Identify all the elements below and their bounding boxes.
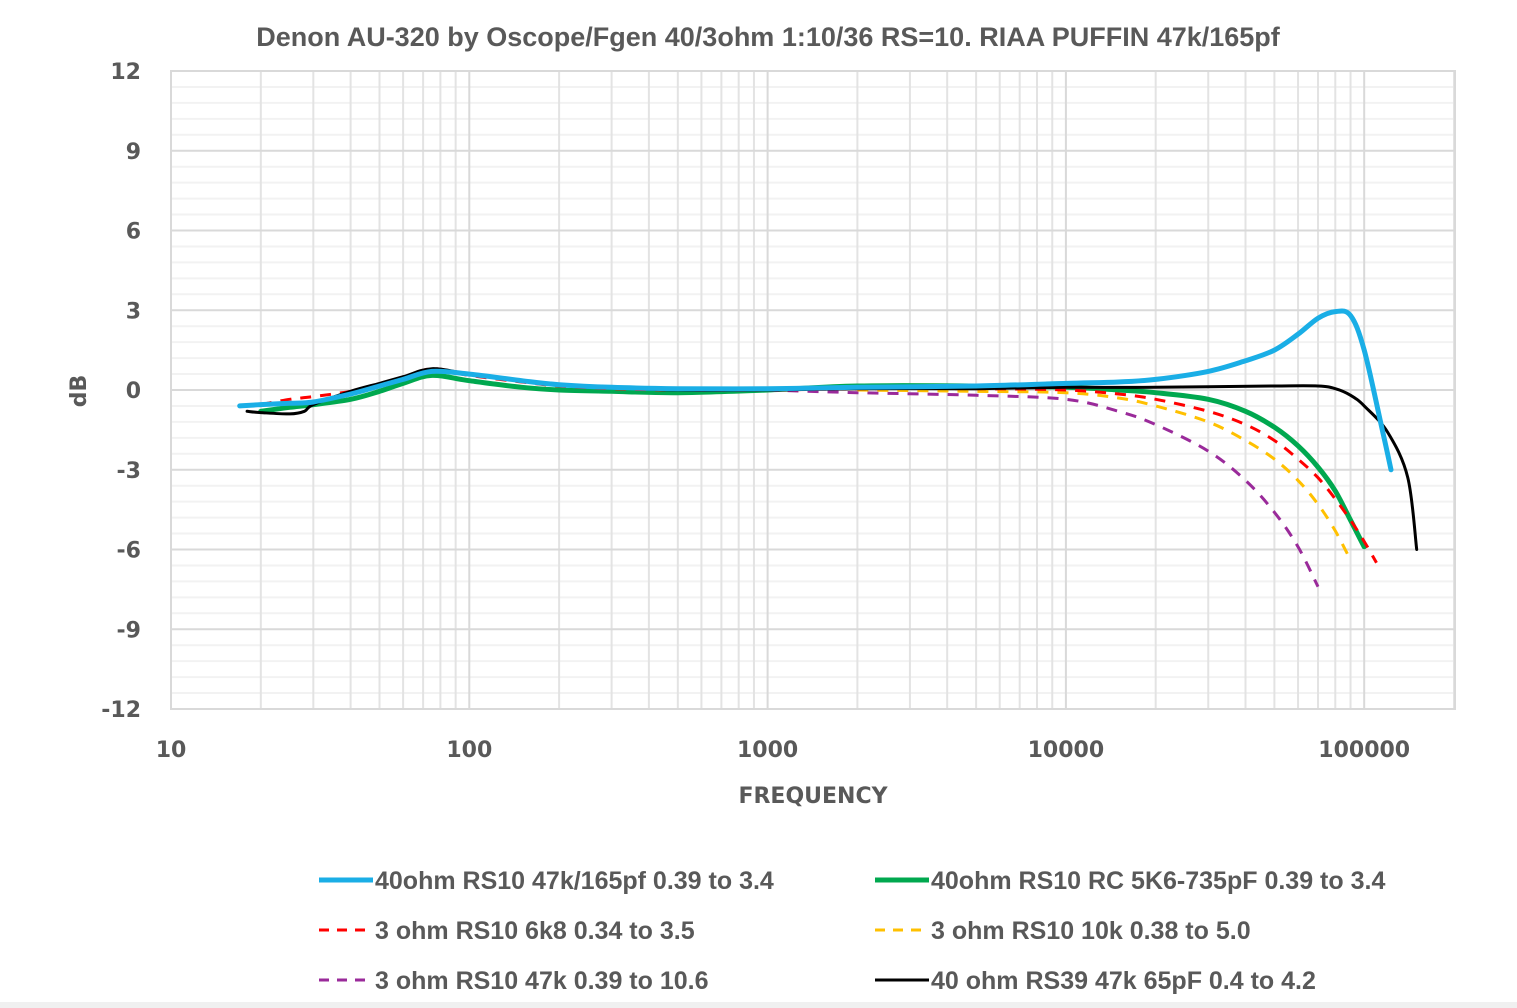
y-tick-label: -3 (117, 459, 141, 484)
legend: 40ohm RS10 47k/165pf 0.39 to 3.4 40ohm RS… (319, 867, 1385, 995)
y-tick-label: 6 (126, 220, 141, 245)
legend-item: 3 ohm RS10 47k 0.39 to 10.6 (319, 967, 709, 995)
x-tick-label: 100 (446, 738, 492, 763)
y-tick-label: -6 (117, 539, 141, 564)
x-tick-labels: 10 100 1000 10000 100000 (156, 738, 1410, 763)
x-tick-label: 100000 (1318, 738, 1410, 763)
legend-item: 3 ohm RS10 10k 0.38 to 5.0 (875, 917, 1251, 945)
legend-item: 3 ohm RS10 6k8 0.34 to 3.5 (319, 917, 695, 945)
series-line-4 (857, 388, 1352, 561)
legend-label: 3 ohm RS10 10k 0.38 to 5.0 (931, 917, 1251, 945)
legend-label: 40ohm RS10 RC 5K6-735pF 0.39 to 3.4 (931, 867, 1385, 895)
legend-label: 3 ohm RS10 47k 0.39 to 10.6 (375, 967, 709, 995)
y-tick-label: 9 (126, 140, 141, 165)
legend-item: 40 ohm RS39 47k 65pF 0.4 to 4.2 (875, 967, 1316, 995)
legend-item: 40ohm RS10 47k/165pf 0.39 to 3.4 (319, 867, 774, 895)
y-tick-labels: 12 9 6 3 0 -3 -6 -9 -12 (101, 60, 141, 723)
x-axis-label: FREQUENCY (738, 784, 888, 809)
series-line-5 (767, 388, 1320, 588)
y-tick-label: -12 (101, 698, 141, 723)
y-axis-label: dB (67, 375, 92, 408)
legend-label: 3 ohm RS10 6k8 0.34 to 3.5 (375, 917, 695, 945)
y-tick-label: 12 (110, 60, 141, 85)
x-tick-label: 10000 (1028, 738, 1105, 763)
x-tick-label: 10 (156, 738, 187, 763)
y-tick-label: 0 (126, 379, 141, 404)
plot-area-border (170, 70, 1456, 710)
series-line-1 (237, 308, 1394, 473)
x-tick-label: 1000 (737, 738, 798, 763)
series-line-2 (258, 372, 1367, 550)
bottom-bar (0, 1002, 1517, 1008)
legend-item: 40ohm RS10 RC 5K6-735pF 0.39 to 3.4 (875, 867, 1385, 895)
legend-label: 40 ohm RS39 47k 65pF 0.4 to 4.2 (931, 967, 1316, 995)
chart-title: Denon AU-320 by Oscope/Fgen 40/3ohm 1:10… (256, 22, 1281, 52)
y-tick-label: -9 (117, 618, 141, 643)
series-group (237, 308, 1419, 588)
y-tick-label: 3 (126, 299, 141, 324)
legend-label: 40ohm RS10 47k/165pf 0.39 to 3.4 (375, 867, 774, 895)
